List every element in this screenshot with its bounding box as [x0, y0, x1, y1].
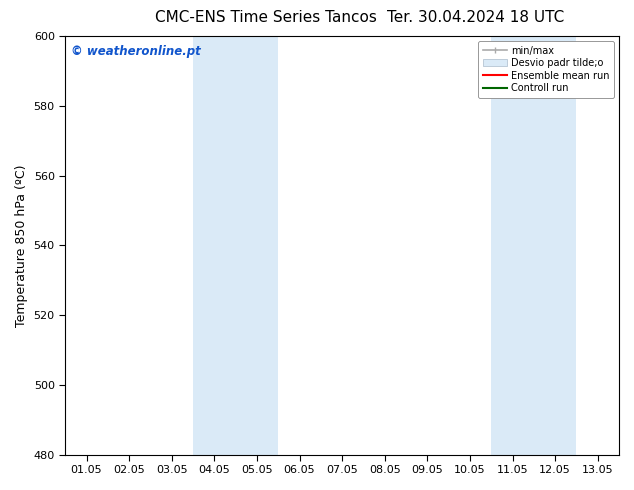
Text: © weatheronline.pt: © weatheronline.pt: [71, 45, 200, 57]
Text: CMC-ENS Time Series Tancos: CMC-ENS Time Series Tancos: [155, 10, 377, 25]
Y-axis label: Temperature 850 hPa (ºC): Temperature 850 hPa (ºC): [15, 164, 28, 327]
Legend: min/max, Desvio padr tilde;o, Ensemble mean run, Controll run: min/max, Desvio padr tilde;o, Ensemble m…: [478, 41, 614, 98]
Text: Ter. 30.04.2024 18 UTC: Ter. 30.04.2024 18 UTC: [387, 10, 564, 25]
Bar: [193, 36, 278, 455]
Bar: [491, 36, 576, 455]
